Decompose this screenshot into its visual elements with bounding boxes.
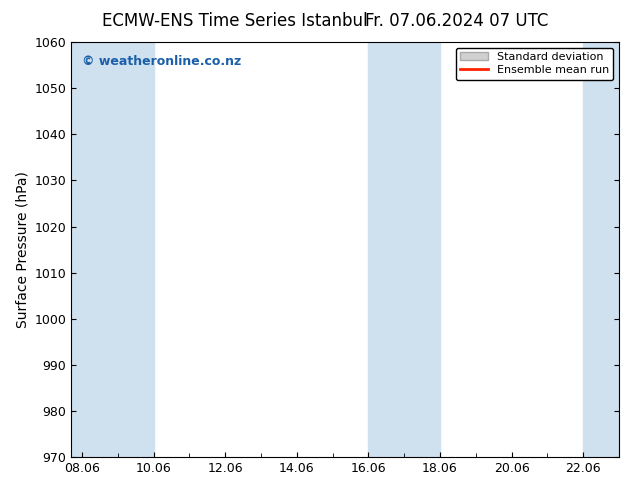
Text: © weatheronline.co.nz: © weatheronline.co.nz xyxy=(82,54,242,68)
Bar xyxy=(71,42,153,457)
Text: ECMW-ENS Time Series Istanbul: ECMW-ENS Time Series Istanbul xyxy=(102,12,367,30)
Y-axis label: Surface Pressure (hPa): Surface Pressure (hPa) xyxy=(15,171,29,328)
Bar xyxy=(368,42,440,457)
Legend: Standard deviation, Ensemble mean run: Standard deviation, Ensemble mean run xyxy=(456,48,614,80)
Bar xyxy=(583,42,619,457)
Text: Fr. 07.06.2024 07 UTC: Fr. 07.06.2024 07 UTC xyxy=(365,12,548,30)
